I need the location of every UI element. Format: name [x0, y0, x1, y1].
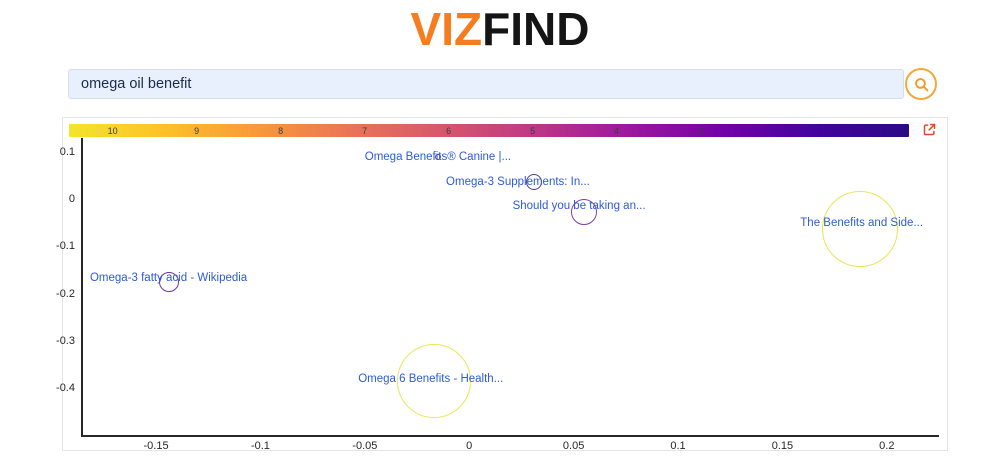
colorbar-tick-label: 8 — [278, 125, 284, 136]
data-point-label[interactable]: Should you be taking an... — [512, 200, 646, 213]
search-input[interactable] — [68, 69, 904, 99]
y-tick-label: -0.3 — [56, 334, 75, 347]
search-button[interactable] — [905, 68, 937, 100]
data-point-label[interactable]: The Benefits and Side... — [800, 217, 924, 230]
colorbar-tick-label: 10 — [107, 125, 118, 136]
data-point-circle[interactable] — [434, 153, 441, 160]
colorbar-tick-label: 3 — [698, 125, 704, 136]
logo[interactable]: VIZFIND — [0, 4, 1000, 55]
data-point-circle[interactable] — [158, 272, 179, 293]
data-point-label[interactable]: Omega-3 fatty acid - Wikipedia — [89, 272, 248, 285]
colorbar-tick-label: 4 — [614, 125, 620, 136]
logo-find: FIND — [482, 3, 590, 55]
y-tick-label: 0.1 — [59, 146, 75, 159]
x-tick-label: 0 — [466, 440, 473, 452]
colorbar-tick-label: 7 — [362, 125, 368, 136]
data-point-label[interactable]: Omega-3 Supplements: In... — [446, 175, 590, 188]
open-external-button[interactable] — [922, 122, 938, 138]
data-point-circle[interactable] — [571, 199, 598, 226]
y-tick-label: 0 — [68, 193, 75, 206]
x-tick-label: 0.15 — [771, 440, 794, 452]
data-point-circle[interactable] — [821, 191, 898, 268]
relevance-colorbar: 10 9 8 7 6 5 4 3 — [69, 124, 909, 137]
y-tick-label: -0.4 — [56, 381, 75, 394]
search-icon — [914, 77, 928, 91]
data-point-label[interactable]: Omega Benefits® Canine |... — [364, 150, 512, 163]
colorbar-tick-label: 9 — [194, 125, 200, 136]
x-tick-label: -0.1 — [250, 440, 270, 452]
x-tick-label: 0.1 — [670, 440, 686, 452]
x-tick-label: 0.05 — [562, 440, 585, 452]
results-chart-card: 10 9 8 7 6 5 4 3 -0.15 -0.1 -0.05 0 0.05 0.1 0.15 0.2 0… — [56, 117, 948, 452]
x-tick-label: -0.05 — [352, 440, 378, 452]
colorbar-tick-label: 5 — [530, 125, 536, 136]
scatter-plot: -0.15 -0.1 -0.05 0 0.05 0.1 0.15 0.2 0.1 0 -0.1 -0.… — [56, 138, 939, 452]
external-link-icon — [923, 123, 936, 136]
y-tick-label: -0.1 — [56, 240, 75, 253]
logo-viz: VIZ — [410, 3, 483, 55]
x-tick-label: -0.15 — [143, 440, 169, 452]
data-point-label[interactable]: Omega 6 Benefits - Health... — [358, 373, 504, 386]
data-point-circle[interactable] — [396, 344, 471, 419]
data-point-circle[interactable] — [525, 173, 542, 190]
x-tick-label: 0.2 — [879, 440, 895, 452]
colorbar-tick-label: 6 — [446, 125, 452, 136]
y-tick-label: -0.2 — [56, 287, 75, 300]
